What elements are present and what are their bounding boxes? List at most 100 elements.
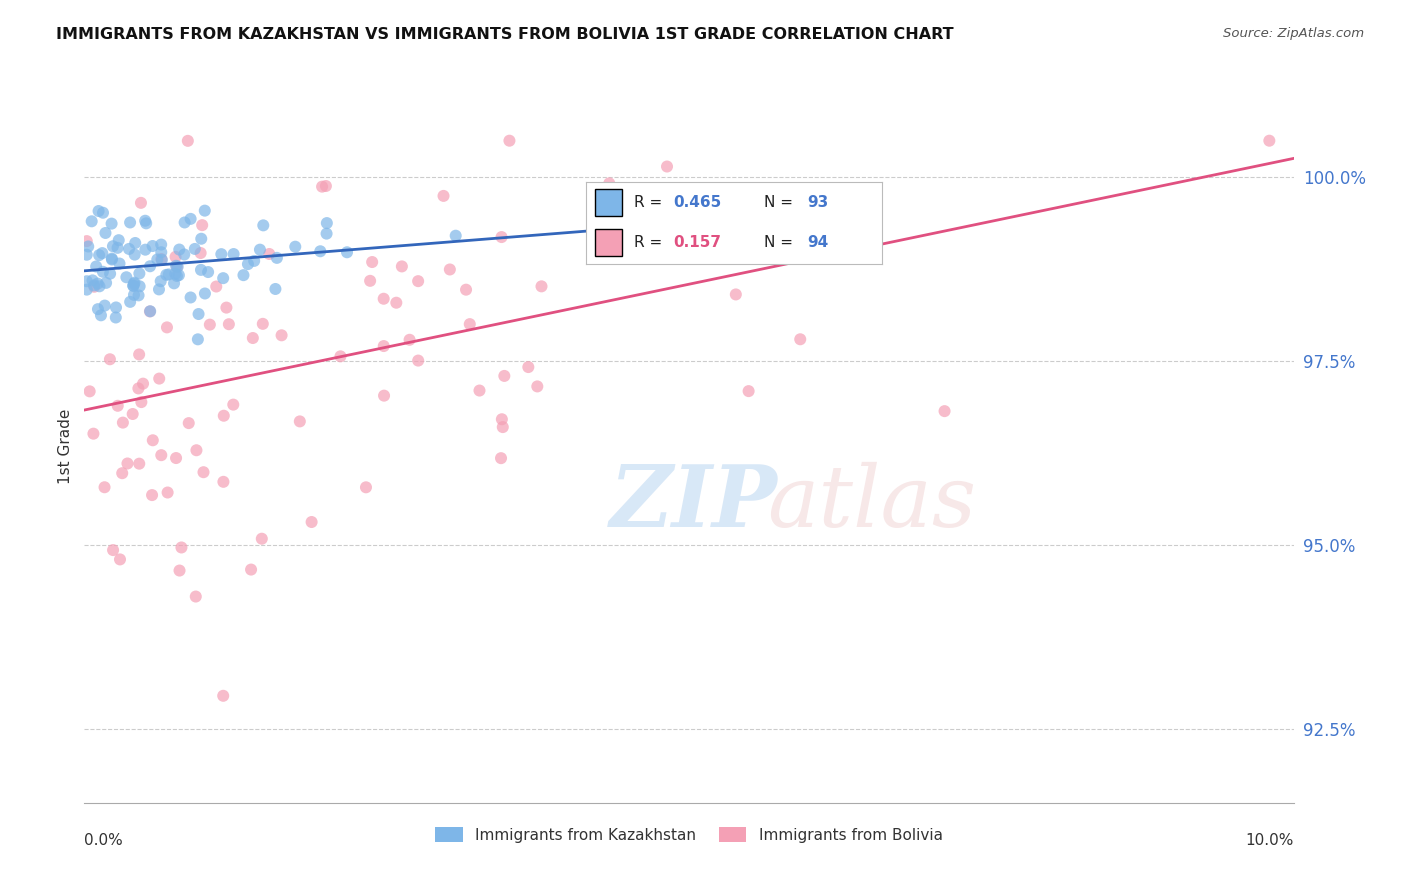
Point — [131, 395, 153, 409]
Point — [122, 278, 145, 293]
Point — [494, 368, 516, 383]
Point — [128, 267, 150, 281]
Point — [205, 279, 228, 293]
Point — [91, 265, 114, 279]
Point — [197, 265, 219, 279]
Point — [115, 270, 138, 285]
Point — [194, 203, 217, 218]
Point — [139, 304, 162, 318]
Point — [243, 254, 266, 268]
Text: 0.0%: 0.0% — [84, 833, 124, 848]
Point — [252, 317, 274, 331]
Point — [98, 267, 121, 281]
Point — [124, 235, 146, 250]
Point — [173, 215, 195, 229]
Point — [329, 349, 352, 363]
Point — [242, 331, 264, 345]
Point — [94, 276, 117, 290]
Point — [124, 276, 146, 290]
Point — [93, 480, 115, 494]
Point — [134, 213, 156, 227]
Point — [101, 543, 124, 558]
Text: atlas: atlas — [768, 462, 977, 544]
Text: ZIP: ZIP — [610, 461, 778, 545]
Point — [240, 563, 263, 577]
Point — [385, 295, 408, 310]
Point — [108, 256, 131, 270]
Point — [107, 399, 129, 413]
Point — [146, 252, 169, 267]
Point — [132, 376, 155, 391]
Text: Source: ZipAtlas.com: Source: ZipAtlas.com — [1223, 27, 1364, 40]
Point — [165, 267, 187, 281]
Point — [361, 255, 384, 269]
Point — [598, 177, 620, 191]
Point — [650, 202, 672, 216]
Point — [655, 160, 678, 174]
Point — [122, 279, 145, 293]
Point — [468, 384, 491, 398]
Point — [236, 257, 259, 271]
Point — [839, 190, 862, 204]
Point — [84, 260, 107, 274]
Point — [157, 268, 180, 282]
Point — [187, 307, 209, 321]
Point — [167, 268, 190, 282]
Point — [270, 328, 292, 343]
Point — [128, 279, 150, 293]
Point — [83, 280, 105, 294]
Point — [107, 233, 129, 247]
Point — [79, 384, 101, 399]
Point — [87, 248, 110, 262]
Point — [89, 279, 111, 293]
Point — [150, 237, 173, 252]
Point — [724, 287, 747, 301]
Point — [118, 242, 141, 256]
Point — [91, 205, 114, 219]
Point — [491, 230, 513, 244]
Point — [655, 247, 678, 261]
Point — [150, 252, 173, 266]
Point — [193, 465, 215, 479]
Point — [108, 552, 131, 566]
Point — [489, 451, 512, 466]
Point — [117, 457, 139, 471]
Point — [284, 240, 307, 254]
Y-axis label: 1st Grade: 1st Grade — [58, 409, 73, 483]
Point — [82, 273, 104, 287]
Point — [156, 320, 179, 334]
Point — [209, 247, 232, 261]
Point — [98, 352, 121, 367]
Point — [111, 416, 134, 430]
Point — [391, 260, 413, 274]
Point — [150, 245, 173, 260]
Point — [173, 247, 195, 261]
Point — [180, 290, 202, 304]
Point — [190, 232, 212, 246]
Point — [150, 448, 173, 462]
Point — [222, 398, 245, 412]
Point — [222, 247, 245, 261]
Point — [142, 239, 165, 253]
Point — [124, 247, 146, 261]
Point — [128, 288, 150, 302]
Point — [101, 252, 124, 267]
Point — [454, 283, 477, 297]
Point — [104, 310, 127, 325]
Point — [710, 247, 733, 261]
Point — [190, 263, 212, 277]
Point — [120, 215, 142, 229]
Point — [406, 274, 429, 288]
Point — [498, 134, 520, 148]
Point — [166, 260, 188, 274]
Point — [398, 333, 420, 347]
Point — [93, 299, 115, 313]
Point — [127, 381, 149, 395]
Point — [266, 251, 288, 265]
Point — [148, 282, 170, 296]
Point — [141, 488, 163, 502]
Point — [517, 360, 540, 375]
Point — [458, 317, 481, 331]
Point — [163, 277, 186, 291]
Point — [122, 288, 145, 302]
